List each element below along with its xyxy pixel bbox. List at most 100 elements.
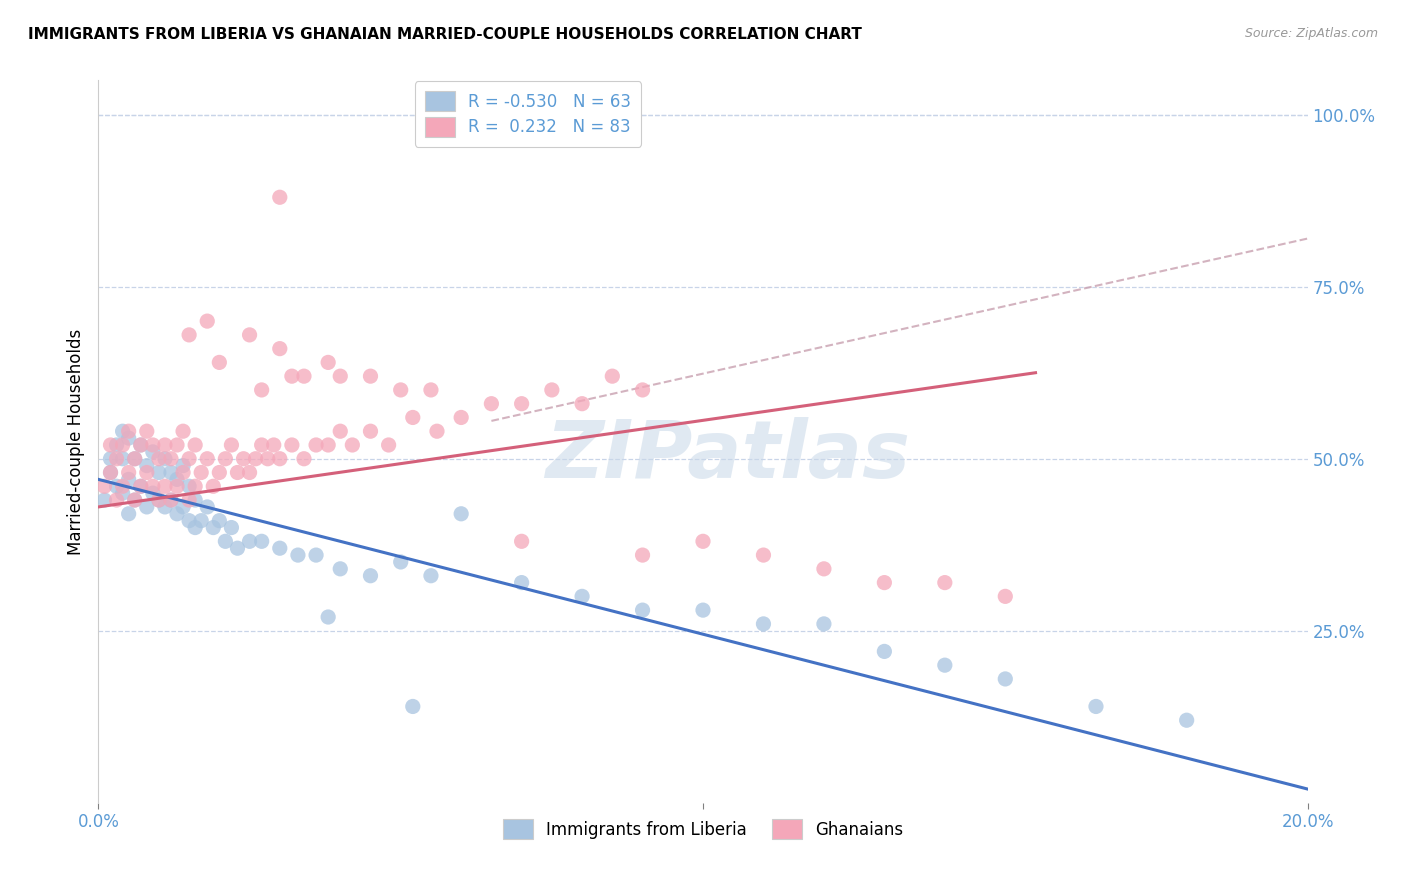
Point [602, 369, 624, 384]
Point [142, 445, 165, 459]
Point [631, 603, 654, 617]
Point [166, 507, 188, 521]
Point [148, 451, 170, 466]
Point [202, 479, 225, 493]
Text: IMMIGRANTS FROM LIBERIA VS GHANAIAN MARRIED-COUPLE HOUSEHOLDS CORRELATION CHART: IMMIGRANTS FROM LIBERIA VS GHANAIAN MARR… [28, 27, 862, 42]
Point [420, 568, 443, 582]
Point [100, 451, 122, 466]
Point [93, 493, 115, 508]
Point [153, 479, 176, 493]
Point [934, 658, 956, 673]
Point [118, 507, 141, 521]
Point [179, 493, 201, 508]
Point [250, 383, 273, 397]
Point [752, 616, 775, 631]
Point [420, 383, 443, 397]
Point [571, 397, 593, 411]
Point [166, 472, 188, 486]
Point [571, 590, 593, 604]
Point [450, 507, 472, 521]
Point [250, 438, 273, 452]
Point [129, 438, 152, 452]
Point [172, 424, 194, 438]
Point [202, 520, 225, 534]
Point [510, 397, 533, 411]
Point [179, 514, 201, 528]
Point [148, 493, 170, 508]
Point [190, 514, 212, 528]
Point [118, 466, 141, 480]
Point [329, 369, 352, 384]
Point [540, 383, 562, 397]
Point [124, 451, 146, 466]
Point [208, 355, 231, 369]
Point [148, 493, 170, 508]
Point [153, 500, 176, 514]
Point [124, 493, 146, 508]
Point [1175, 713, 1198, 727]
Point [450, 410, 472, 425]
Point [195, 500, 218, 514]
Point [256, 451, 278, 466]
Point [105, 451, 128, 466]
Point [316, 438, 339, 452]
Y-axis label: Married-couple Households: Married-couple Households [66, 328, 84, 555]
Point [142, 486, 165, 500]
Point [631, 383, 654, 397]
Point [692, 603, 714, 617]
Point [292, 451, 315, 466]
Point [124, 493, 146, 508]
Point [287, 548, 309, 562]
Point [184, 438, 207, 452]
Point [100, 438, 122, 452]
Point [250, 534, 273, 549]
Point [190, 466, 212, 480]
Point [389, 383, 412, 397]
Point [135, 466, 157, 480]
Text: Source: ZipAtlas.com: Source: ZipAtlas.com [1244, 27, 1378, 40]
Point [481, 397, 503, 411]
Point [377, 438, 399, 452]
Point [1085, 699, 1108, 714]
Point [208, 466, 231, 480]
Point [263, 438, 285, 452]
Point [160, 451, 183, 466]
Point [316, 355, 339, 369]
Point [153, 438, 176, 452]
Point [813, 616, 835, 631]
Point [179, 479, 201, 493]
Point [118, 472, 141, 486]
Point [111, 486, 134, 500]
Point [100, 466, 122, 480]
Point [873, 644, 896, 658]
Point [195, 314, 218, 328]
Point [184, 493, 207, 508]
Point [129, 479, 152, 493]
Point [269, 342, 291, 356]
Point [184, 520, 207, 534]
Point [692, 534, 714, 549]
Point [111, 451, 134, 466]
Point [135, 458, 157, 473]
Point [100, 466, 122, 480]
Point [305, 548, 328, 562]
Point [208, 514, 231, 528]
Point [631, 548, 654, 562]
Point [389, 555, 412, 569]
Point [239, 534, 262, 549]
Point [195, 451, 218, 466]
Point [305, 438, 328, 452]
Point [214, 451, 236, 466]
Point [172, 466, 194, 480]
Point [510, 534, 533, 549]
Point [93, 479, 115, 493]
Point [329, 562, 352, 576]
Point [153, 451, 176, 466]
Point [184, 479, 207, 493]
Point [269, 190, 291, 204]
Point [129, 479, 152, 493]
Point [105, 493, 128, 508]
Point [752, 548, 775, 562]
Point [124, 451, 146, 466]
Point [934, 575, 956, 590]
